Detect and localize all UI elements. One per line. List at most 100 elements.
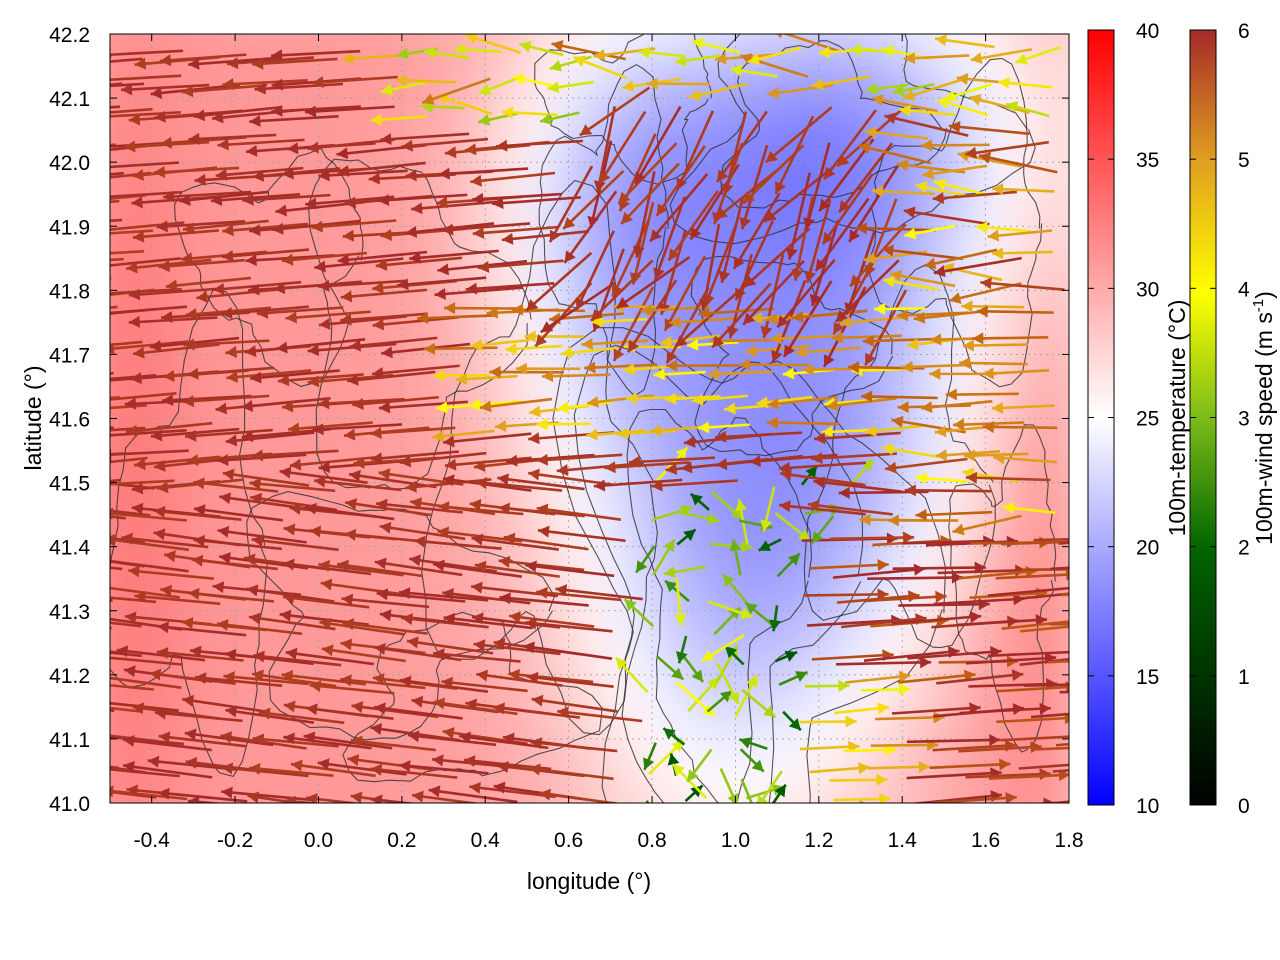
wind-vector-shaft	[110, 676, 182, 689]
wind-vector-head	[279, 609, 292, 622]
wind-vector	[110, 340, 143, 347]
wind-vector-head	[221, 786, 233, 799]
wind-vector-head	[32, 85, 43, 97]
wind-vector	[432, 429, 495, 443]
wind-vector	[401, 137, 489, 152]
wind-vector	[455, 373, 518, 386]
wind-vector-shaft	[399, 451, 487, 464]
wind-vector-head	[31, 307, 42, 319]
wind-vector	[210, 192, 301, 207]
wind-vector	[193, 504, 284, 522]
wind-vector-head	[95, 582, 107, 594]
temperature-cell	[1048, 152, 1069, 185]
wind-vector-shaft	[411, 200, 499, 211]
temperature-cell	[73, 563, 105, 595]
wind-vector	[442, 727, 528, 745]
wind-vector	[215, 166, 304, 181]
wind-vector	[216, 618, 303, 636]
wind-vector-head	[193, 109, 206, 122]
wind-vector-shaft	[110, 512, 188, 522]
wind-vector-head	[276, 341, 288, 354]
wind-vector-shaft	[191, 558, 278, 571]
wind-vector-head	[380, 83, 393, 96]
wind-vector-shaft	[341, 597, 430, 609]
wind-vector-shaft	[442, 432, 532, 444]
wind-vector-head	[184, 728, 197, 741]
wind-vector-head	[188, 587, 200, 600]
wind-vector-shaft	[187, 591, 275, 603]
wind-vector	[222, 78, 308, 91]
wind-vector-shaft	[441, 222, 531, 232]
wind-vector-shaft	[409, 249, 499, 261]
wind-vector	[371, 364, 460, 379]
wind-vector	[409, 249, 499, 264]
temperature-cell	[999, 819, 1031, 851]
wind-vector-head	[303, 731, 316, 744]
temperature-cell	[1048, 101, 1069, 134]
wind-vector-head	[343, 428, 356, 441]
wind-vector-head	[216, 618, 229, 631]
wind-vector-shaft	[110, 559, 189, 573]
terrain-contour	[669, 34, 1036, 245]
wind-vector	[110, 709, 115, 713]
wind-vector-shaft	[158, 258, 245, 269]
temperature-cell	[1048, 408, 1069, 441]
wind-vector	[277, 373, 364, 387]
wind-vector	[399, 675, 489, 693]
wind-vector-shaft	[861, 394, 938, 400]
wind-vector-shaft	[224, 652, 314, 666]
wind-vector-shaft	[158, 791, 248, 803]
wind-vector-head	[110, 534, 116, 546]
x-tick-label: 1.6	[971, 829, 1000, 852]
wind-vector-shaft	[417, 314, 495, 320]
wind-vector-shaft	[110, 74, 182, 82]
wind-vector-head	[156, 481, 169, 494]
wind-vector-shaft	[110, 683, 155, 691]
wind-vector-head	[309, 680, 322, 693]
wind-vector-head	[378, 468, 391, 481]
wind-vector-head	[282, 558, 295, 571]
wind-vector	[413, 535, 502, 550]
wind-vector-head	[95, 672, 107, 684]
wind-vector	[110, 456, 148, 464]
wind-vector-shaft	[428, 788, 518, 803]
y-tick-label: 41.5	[49, 473, 90, 496]
temperature-cell	[899, 0, 931, 31]
wind-vector	[187, 795, 225, 803]
colorbar-tick-label: 0	[1238, 795, 1250, 818]
wind-vector	[442, 432, 532, 448]
wind-vector-head	[158, 787, 170, 800]
wind-vector	[165, 276, 252, 292]
wind-vector-head	[318, 279, 330, 292]
temperature-cell	[73, 178, 105, 210]
wind-vector-head	[349, 469, 361, 482]
wind-vector	[406, 636, 494, 655]
wind-vector	[128, 315, 218, 328]
wind-vector-shaft	[193, 507, 284, 522]
wind-vector-head	[454, 43, 466, 56]
wind-vector	[191, 554, 278, 571]
wind-vector	[442, 588, 531, 605]
wind-vector-shaft	[225, 431, 315, 443]
wind-vector-head	[248, 283, 260, 296]
wind-vector-head	[185, 756, 198, 769]
wind-vector-head	[210, 194, 223, 207]
y-tick-label: 41.1	[49, 729, 90, 752]
wind-vector-shaft	[187, 799, 225, 803]
colorbar-tick-label: 6	[1238, 20, 1250, 43]
wind-vector	[110, 107, 153, 114]
wind-vector-head	[92, 260, 104, 272]
temperature-cell	[648, 34, 681, 57]
wind-vector-shaft	[252, 57, 338, 66]
wind-vector-head	[436, 196, 448, 209]
wind-vector-shaft	[421, 77, 491, 104]
temperature-cell	[473, 0, 505, 31]
wind-vector	[95, 582, 180, 599]
wind-vector-head	[307, 344, 320, 357]
wind-vector-head	[289, 502, 301, 515]
wind-vector-head	[124, 397, 137, 410]
wind-vector-shaft	[319, 620, 405, 636]
wind-vector-shaft	[134, 594, 221, 606]
wind-vector	[271, 104, 361, 117]
